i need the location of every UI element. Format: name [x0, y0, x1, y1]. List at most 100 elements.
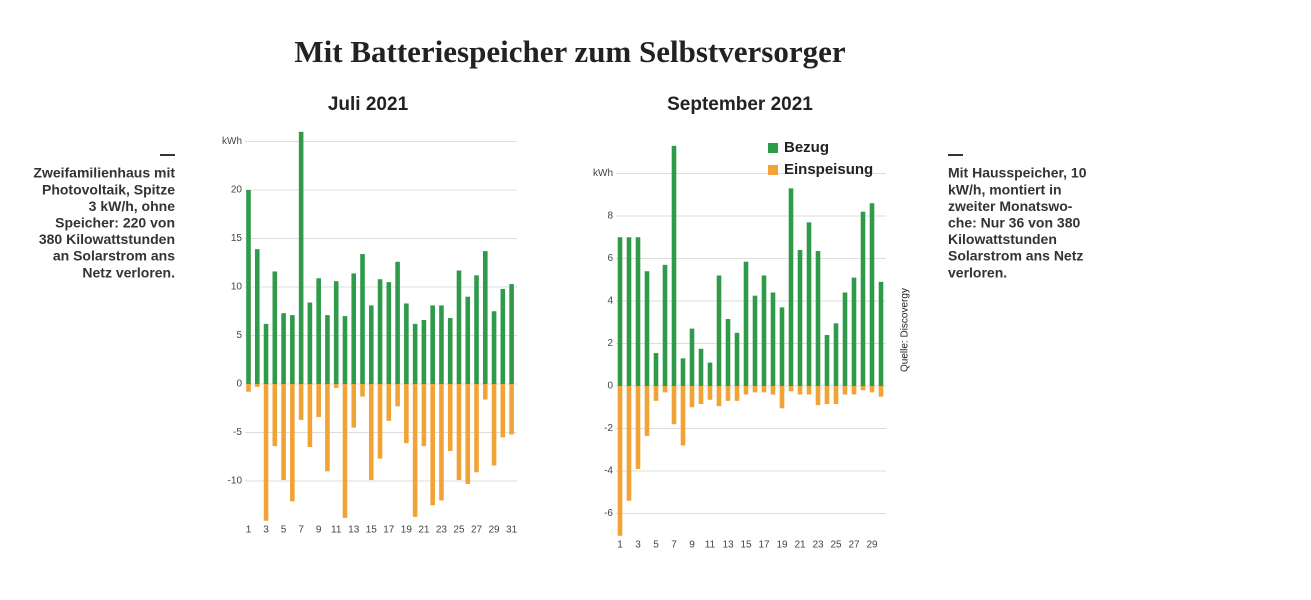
legend-swatch	[768, 143, 778, 153]
bar	[698, 348, 704, 386]
bar	[430, 384, 435, 506]
bar	[404, 384, 409, 444]
x-tick-label: 7	[298, 525, 304, 536]
bar	[716, 385, 722, 407]
bar	[246, 190, 251, 384]
main-title: Mit Batteriespeicher zum Selbstversorger	[294, 34, 845, 69]
bar	[824, 334, 830, 386]
y-tick-label: -5	[233, 427, 242, 438]
bar	[412, 323, 418, 384]
y-tick-label: -4	[604, 466, 613, 477]
bar	[878, 281, 884, 386]
bar	[815, 385, 821, 406]
x-tick-label: 7	[671, 540, 677, 551]
x-tick-label: 27	[848, 540, 860, 551]
x-tick-label: 11	[705, 540, 716, 551]
x-tick-label: 1	[617, 540, 623, 551]
bar	[386, 282, 392, 384]
bar	[653, 385, 659, 401]
bar	[447, 318, 453, 384]
bar	[281, 313, 286, 384]
bar	[509, 384, 514, 435]
bar	[360, 254, 365, 384]
x-tick-label: 9	[316, 525, 322, 536]
bar	[254, 384, 260, 387]
y-tick-label: 20	[231, 185, 243, 196]
bar	[263, 323, 269, 384]
bar	[263, 384, 269, 521]
bar	[465, 296, 471, 384]
bar	[662, 264, 668, 386]
y-tick-label: 0	[236, 379, 242, 390]
bar	[716, 275, 722, 386]
bar	[734, 332, 740, 386]
bar	[842, 292, 848, 386]
bar	[806, 222, 812, 386]
bar	[368, 384, 374, 481]
x-tick-label: 13	[722, 540, 734, 551]
bar	[707, 362, 713, 386]
x-tick-label: 31	[506, 525, 518, 536]
x-tick-label: 1	[246, 525, 252, 536]
y-tick-label: 4	[607, 296, 613, 307]
bar	[325, 384, 330, 472]
bar	[617, 385, 623, 536]
bar	[377, 279, 383, 384]
bar	[761, 275, 767, 386]
bar	[482, 384, 488, 400]
y-tick-label: -10	[228, 476, 243, 487]
y-tick-label: 15	[231, 233, 243, 244]
bar	[333, 384, 339, 388]
bar	[779, 307, 785, 386]
bar	[752, 385, 758, 393]
bar	[851, 385, 857, 395]
y-tick-label: kWh	[593, 168, 613, 179]
x-tick-label: 11	[331, 525, 342, 536]
bar	[500, 288, 506, 384]
bar	[491, 384, 497, 466]
bar	[465, 384, 471, 484]
x-tick-label: 23	[812, 540, 824, 551]
bar	[447, 384, 453, 451]
bar	[316, 384, 321, 417]
bar	[833, 323, 839, 386]
bar	[752, 295, 758, 386]
bar	[500, 384, 506, 438]
bar	[290, 315, 295, 384]
bar	[368, 305, 374, 384]
x-tick-label: 17	[383, 525, 395, 536]
bar	[761, 385, 767, 393]
bar	[281, 384, 286, 481]
bar	[743, 261, 749, 386]
bar	[298, 131, 304, 384]
bar	[298, 384, 304, 420]
x-tick-label: 13	[348, 525, 360, 536]
y-tick-label: kWh	[222, 136, 242, 147]
bar	[644, 271, 650, 386]
bar	[842, 385, 848, 395]
bar	[272, 271, 278, 384]
y-tick-label: 0	[607, 381, 613, 392]
x-tick-label: 15	[366, 525, 378, 536]
note-line: verloren.	[948, 264, 1007, 280]
bar	[626, 237, 632, 386]
bar	[316, 278, 321, 384]
bar	[246, 384, 251, 392]
bar	[290, 384, 295, 502]
bar	[272, 384, 278, 447]
y-tick-label: -2	[604, 423, 613, 434]
x-tick-label: 29	[488, 525, 500, 536]
bar	[474, 384, 479, 473]
note-line: zweiter Monatswo-	[948, 198, 1073, 214]
bar	[815, 251, 821, 386]
bar	[824, 385, 830, 405]
legend-label: Bezug	[784, 139, 829, 156]
x-tick-label: 3	[263, 525, 269, 536]
bar	[779, 385, 785, 409]
bar	[482, 251, 488, 384]
bar	[680, 385, 686, 446]
chart-title: September 2021	[667, 94, 813, 115]
bar	[851, 277, 857, 386]
bar	[325, 315, 330, 384]
